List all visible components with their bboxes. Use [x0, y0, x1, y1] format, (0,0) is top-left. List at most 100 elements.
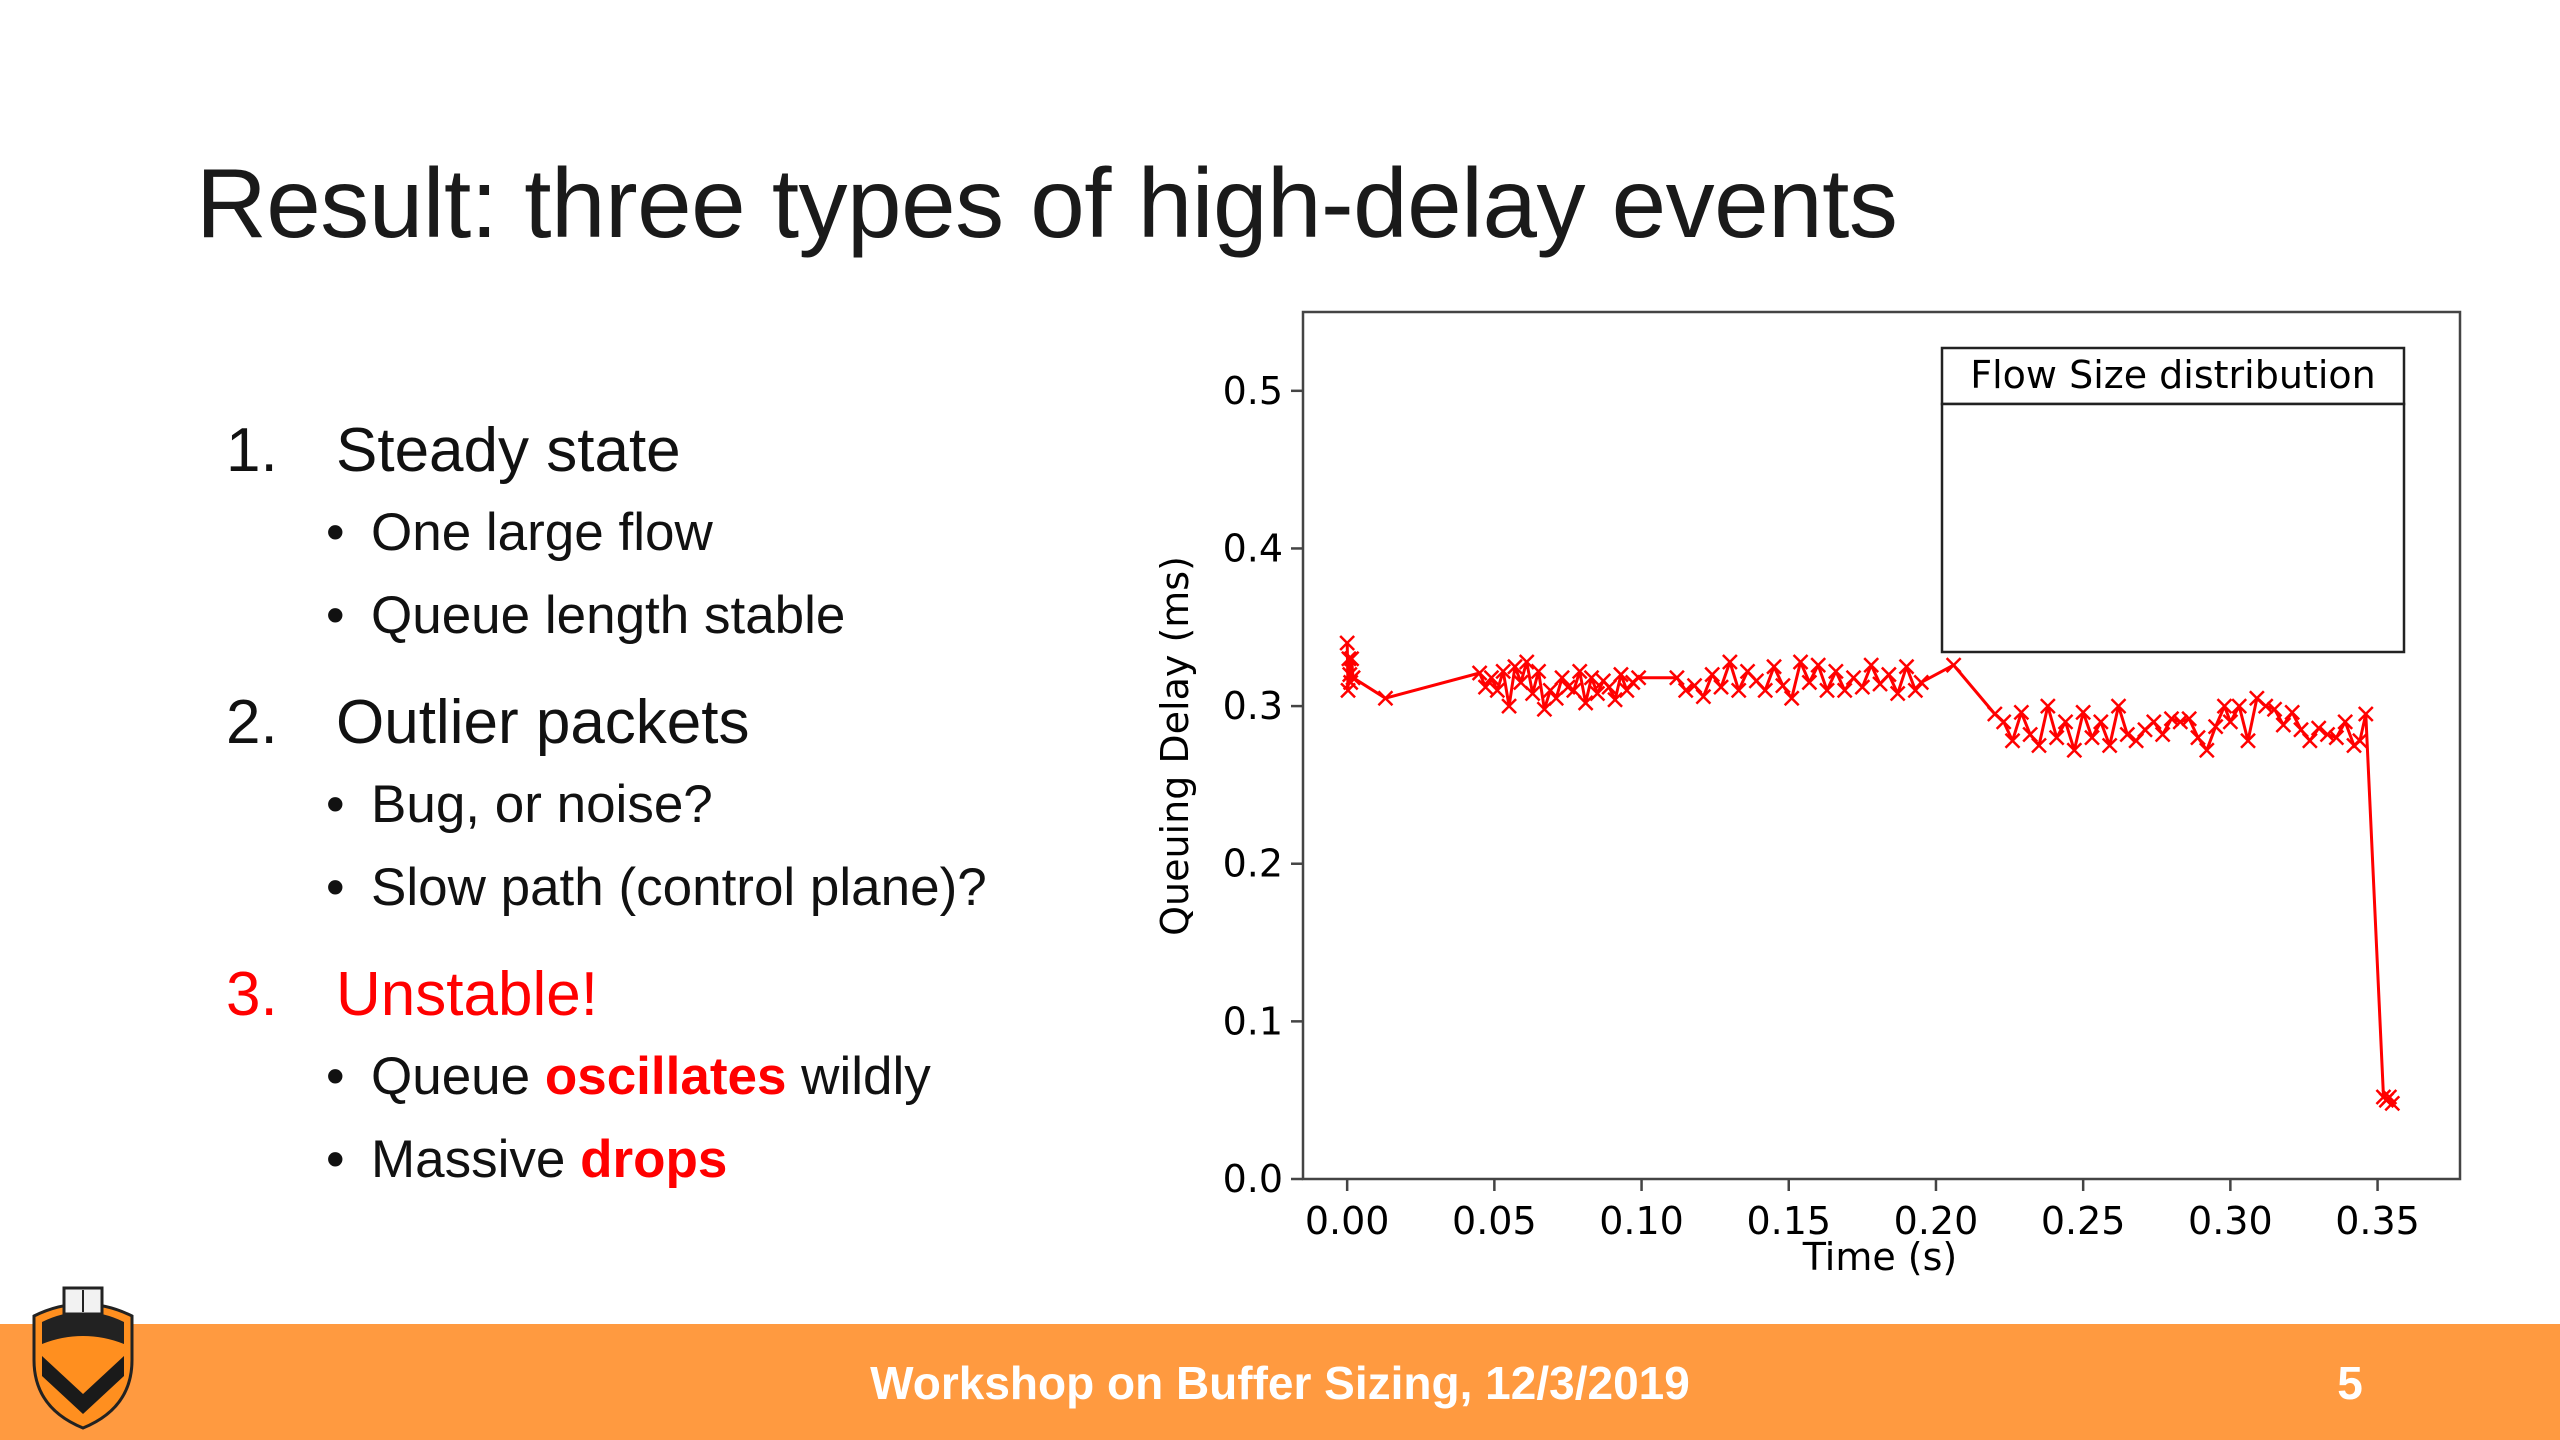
data-point-marker	[1542, 682, 1559, 699]
marker-stroke	[2066, 742, 2083, 759]
marker-stroke	[1471, 665, 1488, 681]
data-point-marker	[1783, 690, 1800, 707]
marker-stroke	[2293, 721, 2309, 738]
marker-stroke	[1721, 654, 1738, 670]
marker-stroke	[2257, 698, 2274, 714]
marker-stroke	[2057, 713, 2074, 730]
data-point-marker	[1757, 682, 1774, 699]
data-point-marker	[2110, 698, 2127, 714]
data-point-marker	[1613, 666, 1629, 683]
marker-stroke	[2198, 742, 2215, 759]
marker-stroke	[1766, 658, 1782, 675]
sub-bullet-text-pre: Massive	[371, 1130, 581, 1189]
data-point-marker	[2352, 732, 2368, 749]
marker-stroke	[1730, 682, 1747, 699]
data-point-marker	[2013, 704, 2030, 721]
y-tick-label: 0.2	[1223, 842, 1283, 886]
marker-stroke	[2284, 704, 2301, 721]
marker-stroke	[1801, 674, 1818, 691]
marker-stroke	[2145, 713, 2162, 730]
legend-title: Flow Size distribution	[1970, 353, 2375, 397]
x-axis-label: Time (s)	[1802, 1235, 1958, 1279]
chart-axes: 0.00 0.05 0.10 0.15 0.20 0.25 0.30 0.35 0.0 0.1 0.…	[1223, 310, 2462, 1243]
y-tick-label: 0.5	[1223, 369, 1283, 413]
y-tick-label: 0.4	[1223, 526, 1283, 570]
data-point-marker	[2119, 726, 2136, 743]
marker-stroke	[1669, 669, 1685, 686]
marker-stroke	[2013, 704, 2030, 721]
data-point-marker	[1477, 679, 1494, 696]
marker-stroke	[2384, 1095, 2401, 1112]
marker-stroke	[1377, 690, 1394, 707]
marker-stroke	[1343, 650, 1360, 667]
data-point-marker	[2328, 729, 2345, 746]
marker-stroke	[2357, 706, 2374, 722]
marker-stroke	[1863, 657, 1880, 673]
marker-stroke	[2101, 737, 2118, 754]
x-tick-label: 0.35	[2335, 1199, 2420, 1243]
marker-stroke	[2275, 717, 2292, 733]
bullet-dot: •	[326, 1047, 345, 1106]
footer-text: Workshop on Buffer Sizing, 12/3/2019	[870, 1357, 1690, 1409]
data-point-marker	[2101, 737, 2118, 754]
marker-stroke	[1554, 669, 1570, 686]
marker-stroke	[2328, 729, 2345, 746]
bullet-heading: Outlier packets	[336, 688, 750, 757]
data-point-marker	[1607, 691, 1623, 708]
bullet-dot: •	[326, 858, 345, 917]
marker-stroke	[2154, 726, 2171, 743]
sub-bullet-text: Queue length stable	[371, 586, 846, 645]
marker-stroke	[1783, 690, 1800, 707]
marker-stroke	[2110, 698, 2127, 714]
marker-stroke	[1986, 706, 2003, 722]
marker-stroke	[2352, 732, 2368, 749]
y-axis-label: Queuing Delay (ms)	[1153, 556, 1197, 936]
marker-stroke	[1601, 679, 1618, 696]
marker-stroke	[1507, 658, 1523, 675]
marker-stroke	[1630, 669, 1647, 686]
sub-bullet-text-post: wildly	[786, 1047, 931, 1106]
sub-bullet-text: One large flow	[371, 503, 713, 562]
data-point-marker	[1518, 654, 1535, 670]
chart-legend: Flow Size distribution	[1940, 346, 2406, 654]
bullet-dot: •	[326, 503, 345, 562]
data-point-marker	[2190, 729, 2206, 746]
sub-bullet-text-pre: Queue	[371, 1047, 545, 1106]
marker-stroke	[1339, 635, 1356, 651]
marker-stroke	[1898, 658, 1915, 675]
marker-stroke	[1686, 677, 1703, 694]
data-point-marker	[2293, 721, 2309, 738]
university-shield-logo	[32, 1286, 134, 1430]
x-tick-label: 0.30	[2188, 1199, 2273, 1243]
data-point-marker	[2163, 710, 2180, 727]
plot-frame	[1301, 310, 2462, 1181]
x-tick-label: 0.00	[1305, 1199, 1390, 1243]
marker-stroke	[1542, 682, 1559, 699]
data-point-marker	[1630, 669, 1647, 686]
data-point-marker	[1677, 682, 1694, 699]
marker-stroke	[2266, 701, 2283, 718]
marker-stroke	[1518, 654, 1535, 670]
data-point-marker	[1483, 669, 1500, 686]
data-point-marker	[2207, 718, 2224, 735]
data-point-marker	[1565, 682, 1582, 699]
data-point-marker	[1819, 682, 1835, 699]
bullet-steady-state: 1. Steady state	[226, 420, 1126, 482]
data-point-marker	[1704, 666, 1721, 683]
sub-bullet: • Queue length stable	[226, 589, 1126, 642]
marker-stroke	[2172, 713, 2189, 730]
marker-stroke	[1907, 682, 1924, 699]
data-point-marker	[1339, 635, 1356, 651]
data-point-marker	[1577, 695, 1594, 711]
legend-body-box	[1940, 402, 2406, 654]
data-point-marker	[2284, 704, 2301, 721]
data-point-marker	[2066, 742, 2083, 759]
marker-stroke	[1571, 663, 1588, 680]
data-point-marker	[1341, 650, 1357, 667]
highlight-oscillates: oscillates	[544, 1047, 787, 1106]
marker-stroke	[2381, 1089, 2398, 1105]
marker-stroke	[1845, 669, 1862, 686]
marker-stroke	[2248, 690, 2265, 707]
sub-bullet-text: Bug, or noise?	[371, 775, 713, 834]
legend-title-box	[1940, 346, 2406, 406]
